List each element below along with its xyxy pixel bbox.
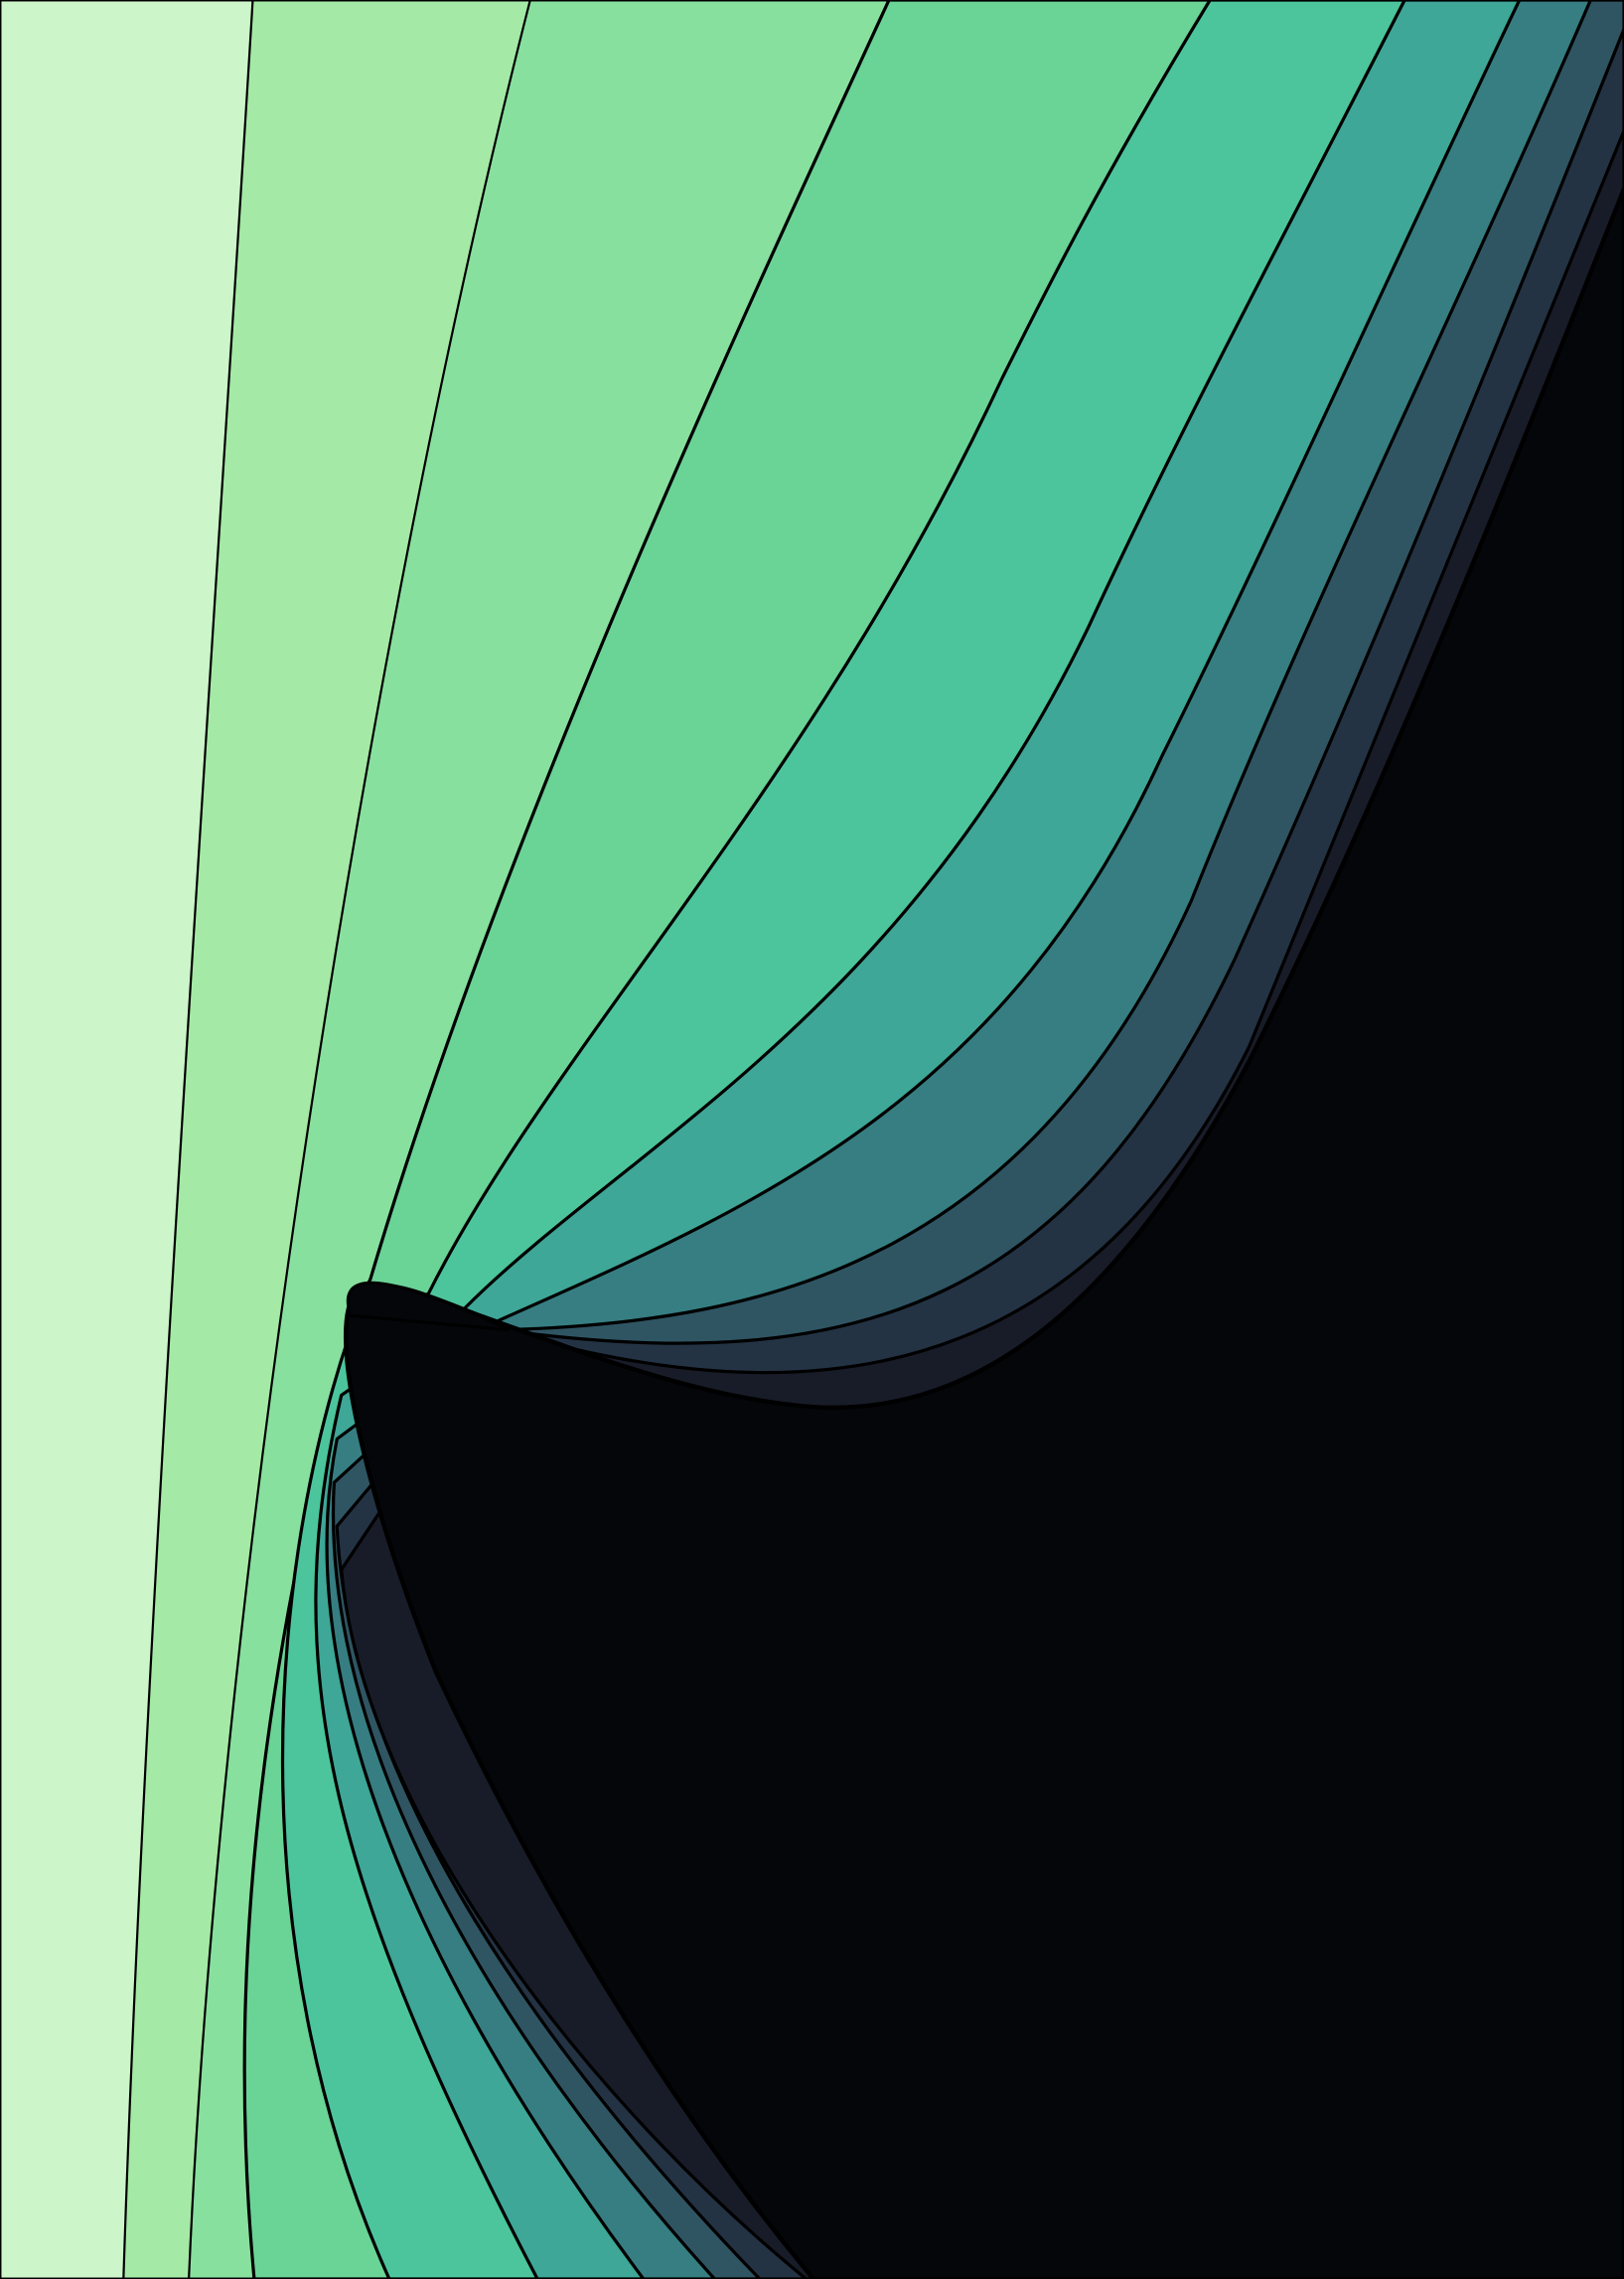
pinch-knot bbox=[346, 1281, 511, 1332]
band-darkest bbox=[344, 186, 1624, 2279]
